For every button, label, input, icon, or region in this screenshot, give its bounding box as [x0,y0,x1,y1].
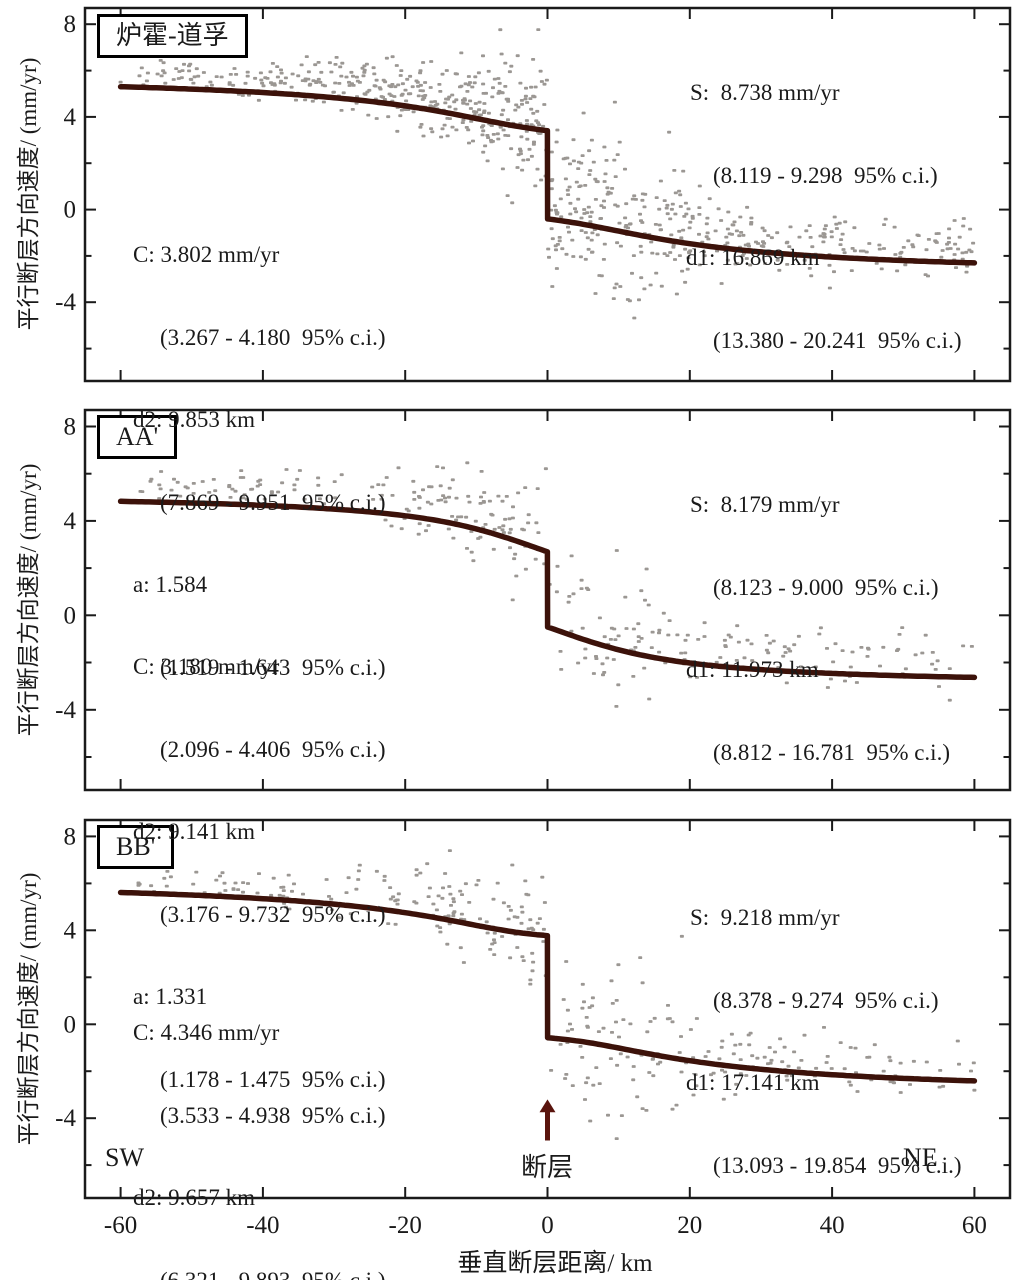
x-axis-label: 垂直断层距离/ km [457,1250,653,1277]
y-tick-label: 8 [64,823,77,850]
y-tick-label: 0 [64,197,77,224]
x-tick-label: 0 [541,1212,554,1239]
fit-params-left-panel2: C: 3.180 mm/yr (2.096 - 4.406 95% c.i.) … [133,598,386,1148]
x-tick-label: -60 [104,1212,137,1239]
param-d2: d2: 9.853 km [133,407,256,432]
param-a: a: 1.331 [133,984,208,1009]
param-d1-ci: (13.093 - 19.854 95% c.i.) [713,1152,962,1178]
ne-direction-label: NE [903,1143,938,1172]
y-tick-label: 8 [64,11,77,38]
y-tick-label: 0 [64,1011,77,1038]
panel-1-model-curve [117,498,978,681]
x-tick-label: 20 [677,1212,702,1239]
fit-params-right-panel2: S: 8.179 mm/yr (8.123 - 9.000 95% c.i.) … [686,436,950,821]
panel-0-axes: 8 4 0 -4 [55,6,1012,383]
param-C: C: 4.346 mm/yr [133,1020,280,1045]
param-a-ci: (1.178 - 1.475 95% c.i.) [160,1066,386,1092]
panel-title-aa: AA' [97,415,178,460]
fit-params-right-panel3: S: 9.218 mm/yr (8.378 - 9.274 95% c.i.) … [686,849,962,1234]
param-d2-ci: (7.869 - 9.951 95% c.i.) [160,489,386,515]
y-tick-label: 4 [64,104,77,131]
panel-2-axes: 8 4 0 -4 [55,818,1012,1200]
param-S-ci: (8.119 - 9.298 95% c.i.) [713,162,938,188]
panel-2-model-curve [117,889,978,1084]
fit-params-left-panel1: C: 3.802 mm/yr (3.267 - 4.180 95% c.i.) … [133,186,386,736]
fault-arrow [539,1099,556,1141]
param-d2: d2: 9.657 km [133,1185,256,1210]
param-C: C: 3.802 mm/yr [133,242,280,267]
y-tick-label: 0 [64,602,77,629]
param-d1-ci: (13.380 - 20.241 95% c.i.) [713,327,962,353]
x-tick-label: 60 [962,1212,987,1239]
y-axis-label-panel2: 平行断层方向速度/ (mm/yr) [16,463,41,737]
x-tick-label: -20 [389,1212,422,1239]
y-tick-label: -4 [55,1105,76,1132]
y-axis-label-panel1: 平行断层方向速度/ (mm/yr) [16,57,41,331]
y-tick-label: 4 [64,508,77,535]
panel-title-bb: BB' [97,825,175,870]
x-tick-label: -40 [246,1212,279,1239]
param-C-ci: (3.267 - 4.180 95% c.i.) [160,324,386,350]
param-d1: d1: 16.869 km [686,245,820,270]
param-S: S: 8.738 mm/yr [690,80,840,105]
param-C-ci: (2.096 - 4.406 95% c.i.) [160,736,386,762]
param-a-ci: (1.519 - 1.643 95% c.i.) [160,654,386,680]
param-S-ci: (8.378 - 9.274 95% c.i.) [713,987,939,1013]
sw-direction-label: SW [105,1143,144,1172]
param-d2-ci: (6.321 - 9.893 95% c.i.) [160,1267,386,1280]
param-a: a: 1.584 [133,572,208,597]
fault-label: 断层 [520,1153,573,1182]
fit-params-right-panel1: S: 8.738 mm/yr (8.119 - 9.298 95% c.i.) … [686,24,962,409]
param-S-ci: (8.123 - 9.000 95% c.i.) [713,574,939,600]
param-d2-ci: (3.176 - 9.732 95% c.i.) [160,901,386,927]
panel-title-luhuo-daofu: 炉霍-道孚 [97,14,248,59]
param-d1-ci: (8.812 - 16.781 95% c.i.) [713,739,950,765]
param-d1: d1: 11.973 km [686,657,819,682]
param-d2: d2: 9.141 km [133,819,256,844]
y-tick-label: 4 [64,917,77,944]
y-tick-label: 8 [64,414,77,441]
panel-1-scatter-points [138,461,974,708]
param-S: S: 8.179 mm/yr [690,492,840,517]
param-C-ci: (3.533 - 4.938 95% c.i.) [160,1102,386,1128]
x-tick-label: 40 [820,1212,845,1239]
panel-1-axes: 8 4 0 -4 [55,408,1012,792]
panel-0-model-curve [117,83,978,266]
y-tick-label: -4 [55,697,76,724]
param-C: C: 3.180 mm/yr [133,654,280,679]
fit-params-left-panel3: C: 4.346 mm/yr (3.533 - 4.938 95% c.i.) … [133,964,386,1280]
param-d1: d1: 17.141 km [686,1070,820,1095]
y-axis-label-panel3: 平行断层方向速度/ (mm/yr) [16,872,41,1146]
y-tick-label: -4 [55,289,76,316]
param-S: S: 9.218 mm/yr [690,905,840,930]
